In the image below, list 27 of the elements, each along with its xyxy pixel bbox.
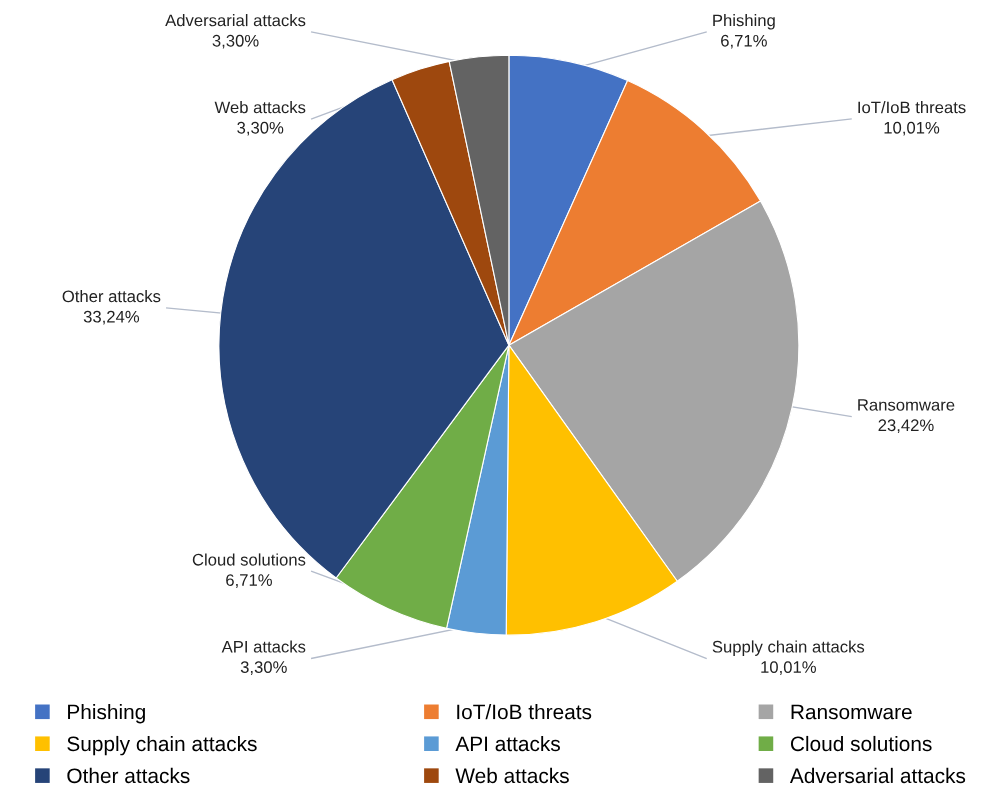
data-label: 6,71% (226, 574, 272, 588)
data-label: 10,01% (761, 661, 816, 675)
data-label: 10,01% (884, 121, 940, 136)
legend-label: Supply chain attacks (67, 735, 257, 756)
data-label: 33,24% (83, 310, 140, 325)
data-label: 23,42% (878, 419, 934, 434)
legend-label: Cloud solutions (790, 735, 932, 752)
slice-label: Adversarial attacks (165, 14, 306, 27)
legend-label: IoT/IoB threats (457, 703, 592, 720)
legend-label: Web attacks (455, 767, 569, 784)
slice-label: Other attacks (62, 289, 161, 303)
legend-label: API attacks (455, 735, 560, 752)
slice-label: API attacks (221, 640, 306, 653)
data-label: 6,71% (721, 34, 767, 49)
data-label: 3,30% (240, 661, 287, 675)
slice-label: IoT/IoB threats (858, 101, 966, 114)
data-label: 3,30% (237, 121, 284, 136)
legend-label: Other attacks (67, 767, 190, 784)
slice-label: Supply chain attacks (712, 640, 865, 656)
slice-label: Web attacks (214, 101, 306, 114)
slice-label: Cloud solutions (192, 553, 306, 566)
legend-label: Ransomware (791, 704, 912, 720)
slice-label: Ransomware (858, 399, 955, 411)
slice-label: Phishing (713, 14, 775, 30)
legend-label: Adversarial attacks (789, 767, 966, 784)
data-label: 3,30% (212, 34, 259, 49)
legend-label: Phishing (68, 703, 145, 724)
